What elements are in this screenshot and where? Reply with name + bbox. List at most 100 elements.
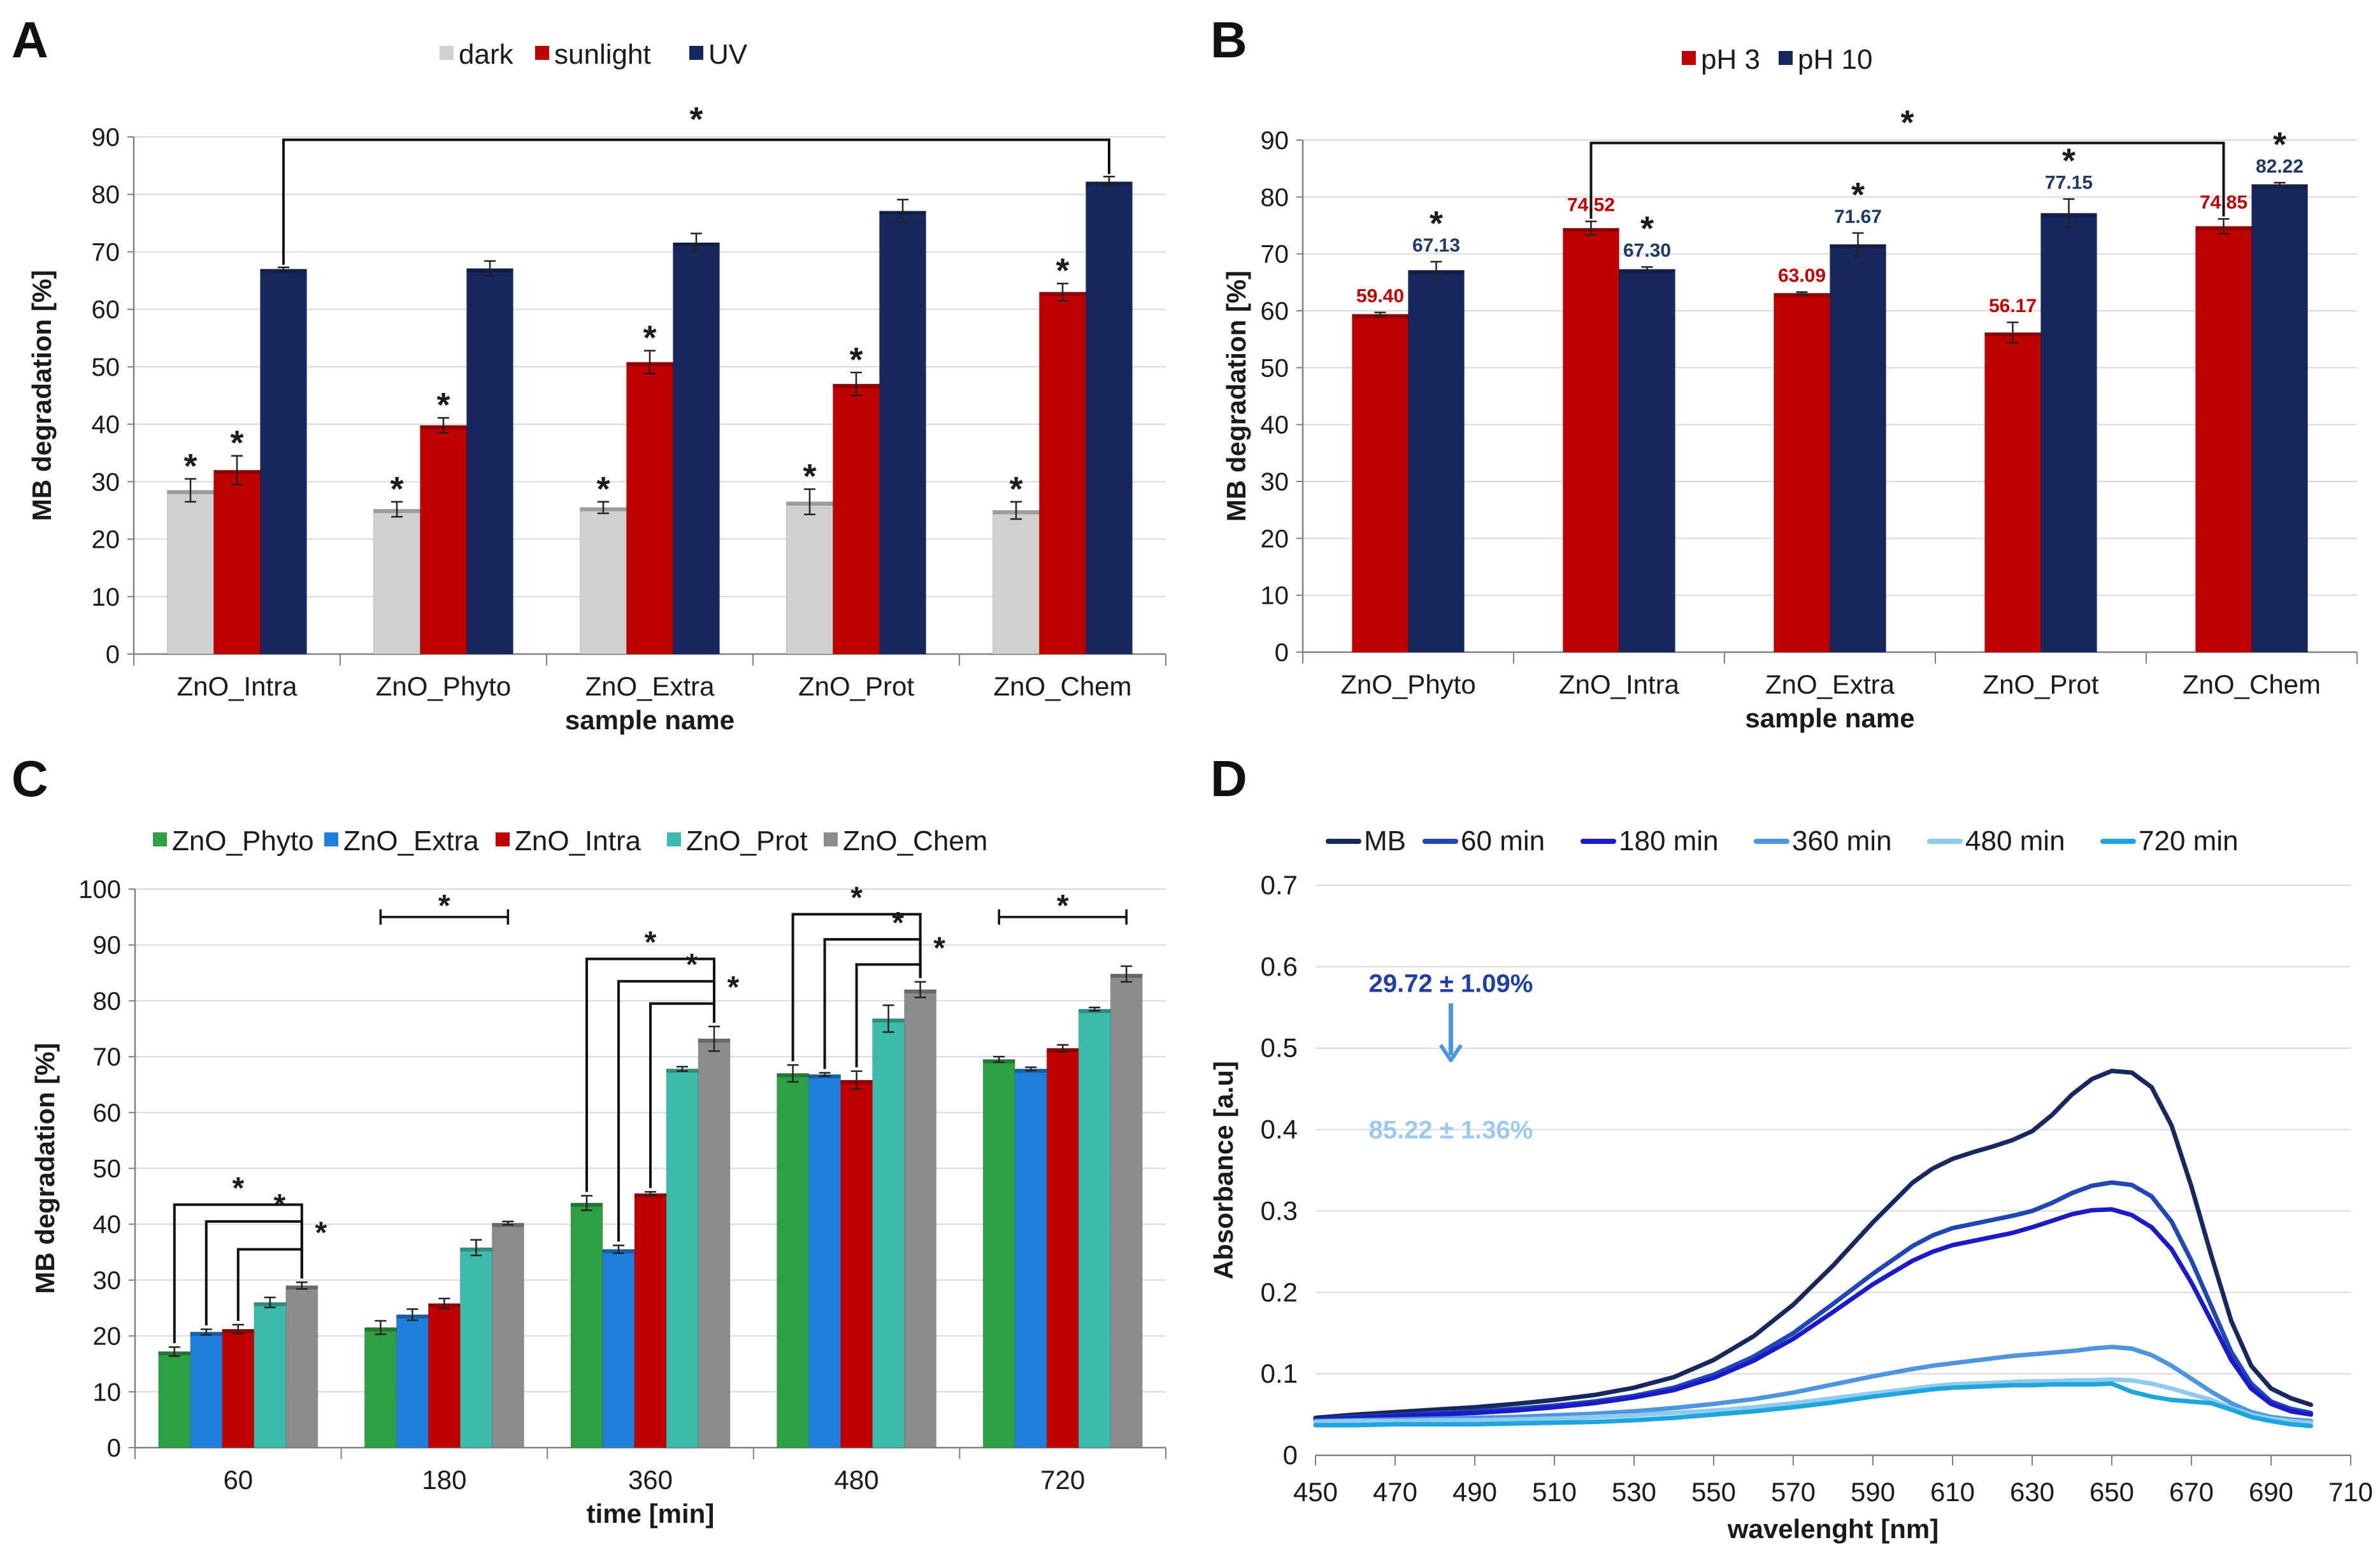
bar: [580, 507, 627, 655]
bar: [840, 1080, 873, 1448]
x-tick-label: 720: [1040, 1465, 1085, 1495]
significance-star: *: [596, 470, 610, 508]
y-tick-label: 30: [1261, 468, 1289, 496]
bracket-star: *: [850, 881, 863, 915]
bar: [993, 510, 1040, 655]
y-tick-label: 0.5: [1261, 1033, 1298, 1063]
legend: MB 60 min 180 min 360 min 480 min 720 min: [1326, 825, 2239, 857]
y-tick-label: 90: [93, 932, 122, 960]
y-tick-label: 70: [1261, 241, 1289, 269]
y-tick-label: 0.4: [1261, 1115, 1298, 1144]
bar: [673, 242, 720, 655]
y-tick-label: 40: [92, 411, 120, 439]
bar: [1984, 332, 2041, 653]
y-tick-label: 70: [92, 238, 120, 266]
bar: [982, 1058, 1015, 1448]
significance-star: *: [643, 319, 656, 357]
bar: [833, 383, 880, 655]
data-label: 67.30: [1623, 240, 1671, 261]
significance-bracket: [236, 1248, 303, 1322]
legend-swatch: [324, 832, 338, 846]
y-tick-label: 20: [93, 1323, 122, 1351]
significance-star: *: [436, 386, 450, 424]
bracket-star: *: [315, 1216, 327, 1250]
bracket-star: *: [689, 101, 703, 139]
bar: [602, 1249, 635, 1448]
y-tick-label: 0: [107, 1434, 121, 1462]
x-tick-label: 180: [422, 1465, 466, 1495]
bar: [1774, 292, 1830, 653]
x-tick-label: 610: [1930, 1477, 1975, 1507]
significance-bracket: [1589, 141, 2225, 219]
y-tick-label: 20: [1261, 525, 1289, 553]
y-tick-label: 70: [93, 1043, 122, 1071]
y-tick-label: 80: [1261, 183, 1289, 211]
x-tick-label: ZnO_Chem: [993, 671, 1131, 701]
x-tick-label: 710: [2328, 1477, 2373, 1507]
y-axis-title: MB degradation [%]: [30, 1043, 60, 1294]
x-tick-label: ZnO_Prot: [1982, 669, 2098, 699]
x-tick-label: ZnO_Phyto: [376, 671, 511, 701]
data-label: 63.09: [1778, 266, 1826, 287]
y-tick-label: 0: [1275, 639, 1289, 667]
bar: [427, 1303, 461, 1448]
y-tick-label: 0.3: [1261, 1195, 1298, 1225]
bracket-star: *: [1900, 103, 1914, 141]
y-tick-label: 40: [1261, 411, 1289, 439]
x-axis-title: sample name: [1745, 703, 1914, 733]
legend-label: 480 min: [1965, 825, 2065, 857]
bar: [158, 1351, 191, 1448]
legend-label: UV: [708, 39, 748, 70]
bracket-star: *: [686, 948, 698, 982]
bracket-star: *: [728, 971, 740, 1004]
legend-swatch: [1779, 51, 1793, 65]
legend-swatch: [535, 46, 549, 60]
y-axis-title: MB degradation [%]: [27, 270, 57, 521]
bar: [459, 1247, 492, 1448]
y-axis-title: MB degradation [%]: [1221, 271, 1251, 522]
x-axis-title: wavelenght [nm]: [1727, 1514, 1939, 1544]
y-tick-label: 80: [93, 987, 122, 1015]
panel-letter: B: [1210, 11, 1247, 68]
y-tick-label: 40: [93, 1211, 122, 1239]
series-line: [1313, 1381, 2313, 1429]
annotation-end: 85.22 ± 1.36%: [1369, 1116, 1533, 1144]
bar: [213, 469, 261, 655]
series-line: [1313, 1344, 2313, 1423]
y-tick-label: 0: [106, 641, 120, 669]
bar: [879, 210, 926, 655]
bar: [1039, 292, 1086, 655]
bar: [373, 509, 420, 655]
significance-bracket: [617, 980, 715, 1242]
x-tick-label: ZnO_Intra: [176, 671, 298, 701]
y-tick-label: 90: [1261, 127, 1289, 155]
data-label: 56.17: [1989, 296, 2037, 317]
x-tick-label: ZnO_Phyto: [1340, 669, 1475, 699]
arrow-head-icon: [1439, 1044, 1463, 1062]
span-star: *: [1057, 889, 1069, 923]
significance-star: *: [1851, 176, 1865, 214]
significance-star: *: [1056, 252, 1069, 290]
y-tick-label: 100: [78, 876, 121, 904]
bar: [904, 989, 937, 1448]
bracket-star: *: [645, 926, 657, 960]
y-axis-title: Absorbance [a.u]: [1208, 1061, 1238, 1279]
bracket-star: *: [273, 1188, 285, 1222]
panel-D: D 0 0.1 0.2 0.3 0.4 0.5 0.6 0.7 450 470 490 510 530 55…: [1208, 750, 2373, 1544]
x-tick-label: 480: [835, 1465, 879, 1495]
bar: [626, 362, 673, 655]
x-tick-label: ZnO_Chem: [2183, 669, 2321, 699]
x-tick-label: 470: [1373, 1477, 1417, 1507]
bar: [190, 1331, 223, 1448]
data-label: 77.15: [2045, 172, 2093, 193]
significance-star: *: [390, 470, 403, 508]
y-tick-label: 10: [92, 583, 120, 611]
x-tick-label: 690: [2249, 1477, 2293, 1507]
significance-bracket: [649, 1002, 715, 1188]
data-label: 71.67: [1834, 206, 1882, 227]
bar: [786, 501, 833, 655]
data-label: 82.22: [2256, 156, 2304, 177]
bar: [2251, 184, 2308, 653]
y-tick-label: 50: [93, 1155, 122, 1183]
